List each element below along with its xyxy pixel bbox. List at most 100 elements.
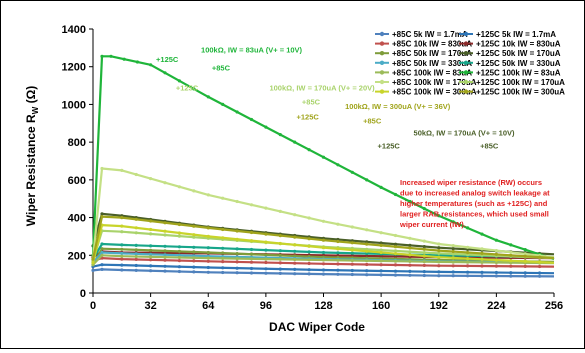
series-marker [149,248,153,252]
legend-entry: +125C 100k IW = 300uA [476,88,565,97]
series-marker [437,242,441,246]
series-marker [177,259,181,263]
series-marker [480,251,484,255]
series-marker [509,259,513,263]
series-marker [451,220,455,224]
series-marker [206,256,210,260]
series-marker [163,258,167,262]
series-marker [480,257,484,261]
series-marker [538,274,542,278]
y-axis-label: Wiper Resistance RW (Ω) [24,86,40,226]
note-line: Increased wiper resistance (RW) occurs [400,178,542,187]
series-marker [422,270,426,274]
series-marker [100,242,104,246]
series-marker [365,240,369,244]
series-marker [100,54,104,58]
series-marker [350,251,354,255]
series-marker [134,172,138,177]
legend-entry: +85C 10k IW = 830uA [392,40,472,49]
series-marker [134,231,138,235]
legend-swatch-marker [379,89,385,94]
series-marker [350,272,354,277]
note-line: larger RAB resistances, which used small [400,210,549,219]
series-marker [235,237,239,241]
series-marker [120,243,124,247]
series-marker [393,263,398,267]
series-marker [221,266,225,270]
series-marker [149,264,153,268]
legend-swatch-marker [463,89,469,94]
series-marker [192,256,196,260]
series-marker [163,244,167,248]
series-marker [365,254,369,258]
x-tick-label: 256 [545,300,563,312]
series-marker [466,250,470,255]
series-marker [466,226,470,230]
series-marker [221,270,225,275]
series-marker [379,231,383,235]
series-marker [379,254,383,258]
series-marker [109,54,113,58]
legend-entry: +125C 50k IW = 170uA [476,49,561,58]
series-marker [307,148,311,152]
series-marker [350,241,354,245]
series-marker [393,245,398,249]
series-marker [177,222,181,227]
series-marker [437,270,441,274]
y-tick-label: 800 [68,137,86,149]
series-marker [480,274,484,278]
series-marker [336,272,340,276]
series-marker [379,241,383,245]
y-tick-label: 1000 [62,99,86,111]
chart-svg: 0 200 400 600 800 1000 1200 1400 0 32 64 96 128 160 19… [24,24,565,334]
series-marker [134,248,138,252]
series-marker [264,240,268,244]
series-marker [163,181,167,185]
annotation-label: +125C [176,83,199,92]
series-marker [221,256,225,260]
series-marker [221,260,225,264]
series-marker [221,251,225,255]
explanation-note: Increased wiper resistance (RW) occurs du… [399,178,550,229]
legend-swatch-marker [379,60,385,65]
series-marker [379,263,383,267]
series-marker [149,269,153,273]
series-marker [509,243,513,247]
series-marker [149,255,153,259]
series-marker [350,268,354,273]
series-marker [100,166,104,171]
legend-swatch-marker [463,41,469,46]
series-marker [480,247,484,251]
series-marker [494,270,498,275]
annotation-label: +125C [156,55,179,64]
series-marker [293,272,297,276]
series-marker [437,255,441,259]
series-marker [437,274,441,278]
series-marker [422,263,426,267]
series-marker [307,261,311,266]
series-marker [120,257,124,261]
series-marker [293,235,297,239]
y-tick-label: 400 [68,213,86,225]
legend-entry: +85C 100k IW = 170uA [392,78,477,87]
series-marker [480,232,484,236]
series-marker [192,270,196,274]
series-marker [278,234,282,238]
series-marker [509,271,513,275]
series-marker [192,224,196,228]
series-marker [307,258,311,262]
series-marker [149,244,153,248]
series-marker [177,269,181,274]
series-marker [264,125,268,129]
series-marker [321,250,326,255]
series-marker [466,270,470,274]
series-marker [538,264,542,269]
series-marker [494,252,498,256]
series-marker [100,215,104,219]
series-marker [321,272,326,276]
series-marker [307,237,311,241]
series-marker [422,260,426,264]
series-marker [538,255,542,259]
series-marker [494,274,498,278]
series-marker [523,271,527,275]
